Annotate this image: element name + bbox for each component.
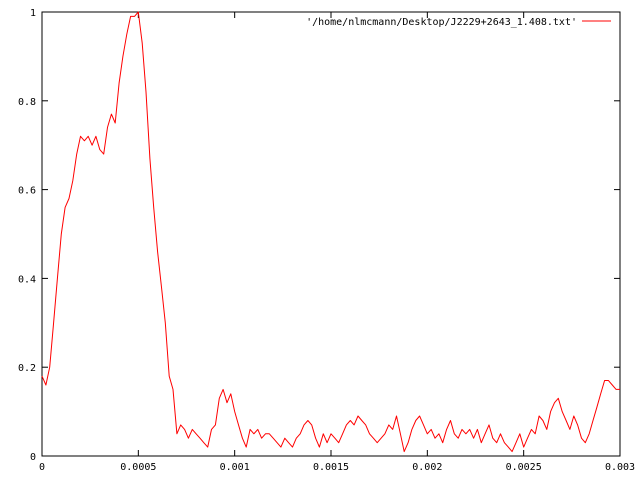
x-tick-label: 0.0005 (120, 462, 156, 473)
axis-ticks: 0 0.0005 0.001 0.0015 0.002 0.0025 0.003 0 0.2 0.… (18, 8, 635, 473)
x-tick-label: 0.0015 (313, 462, 349, 473)
series-line (41, 11, 620, 453)
legend: '/home/nlmcmann/Desktop/J2229+2643_1.408… (306, 17, 611, 28)
plot-frame (41, 11, 621, 457)
x-tick-label: 0 (39, 462, 45, 473)
y-tick-label: 0 (30, 452, 36, 463)
x-tick-label: 0.0025 (506, 462, 542, 473)
x-tick-label: 0.003 (605, 462, 635, 473)
series-layer (41, 11, 620, 453)
y-tick-label: 0.6 (18, 186, 36, 197)
x-tick-label: 0.001 (220, 462, 250, 473)
y-tick-label: 0.4 (18, 274, 36, 285)
y-tick-label: 0.8 (18, 97, 36, 108)
legend-label: '/home/nlmcmann/Desktop/J2229+2643_1.408… (306, 17, 577, 28)
y-tick-label: 0.2 (18, 363, 36, 374)
x-tick-label: 0.002 (412, 462, 442, 473)
y-tick-label: 1 (30, 8, 36, 19)
